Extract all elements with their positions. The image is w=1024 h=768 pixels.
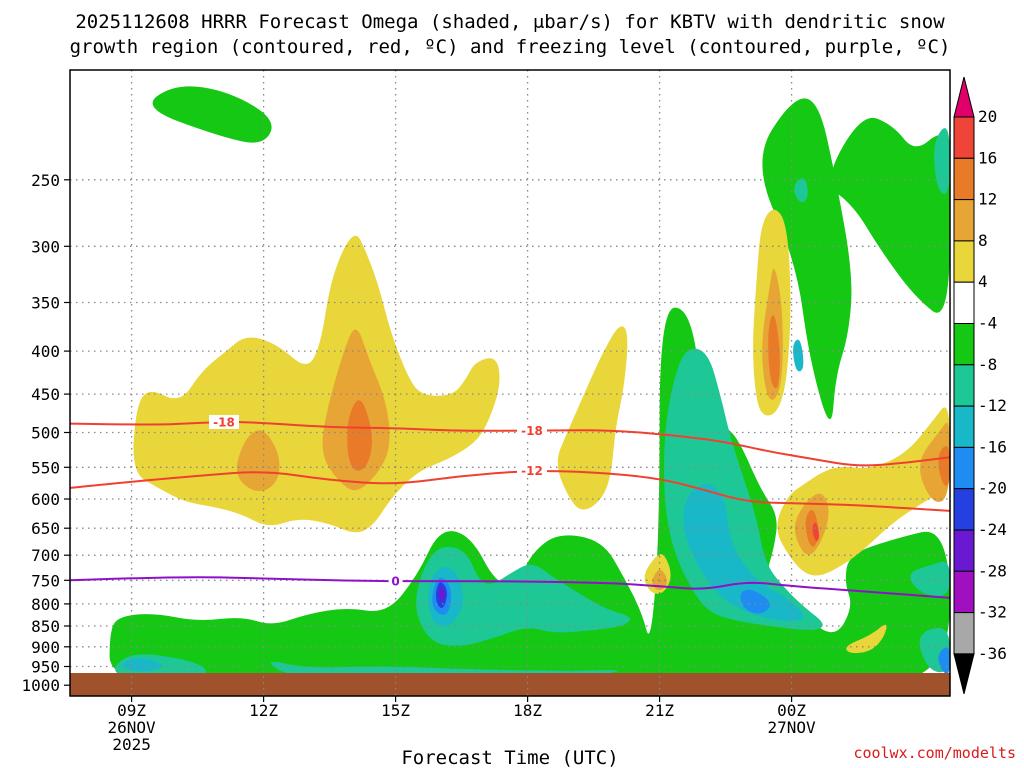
xtick-label-15Z-0: 15Z [381, 701, 410, 720]
colorbar-label-9: -20 [978, 479, 1007, 498]
contour-dgz-minus12 [69, 470, 951, 512]
contour-label-bg-dgz-minus18-0 [209, 415, 239, 429]
colorbar-bin-12-to-16 [953, 157, 975, 201]
colorbar-label-4: 4 [978, 272, 988, 291]
colorbar-bin--36-to--32 [953, 612, 975, 655]
xtick-label-09Z-1: 26NOV [108, 718, 157, 737]
colorbar-label-11: -28 [978, 561, 1007, 580]
contour-label-dgz-minus12-0: -12 [521, 464, 543, 478]
omega-region-8-29 [236, 430, 280, 492]
plot-frame [69, 69, 951, 697]
omega-region--8-11 [794, 178, 808, 203]
omega-region-4-22 [133, 235, 500, 533]
contours: -18 -18 -12 0 [69, 415, 951, 599]
omega-region--4-3 [152, 86, 272, 143]
ytick-label-600: 600 [31, 490, 60, 509]
ytick-label-900: 900 [31, 638, 60, 657]
ytick-label-750: 750 [31, 571, 60, 590]
colorbar-label-10: -24 [978, 520, 1007, 539]
omega-region-12-35 [768, 315, 780, 389]
colorbar-bin--40-to--36 [953, 653, 975, 695]
omega-region-12-34 [347, 400, 372, 471]
omega-region--16-18 [740, 589, 770, 614]
colorbar-bin-16-to-20 [953, 116, 975, 159]
colorbar-bin--20-to--16 [953, 446, 975, 490]
omega-region--8-5 [416, 546, 630, 646]
omega-region--12-15 [122, 658, 163, 672]
credit-link[interactable]: coolwx.com/modelts [853, 744, 1016, 762]
ytick-label-800: 800 [31, 595, 60, 614]
colorbar-label-8: -16 [978, 437, 1007, 456]
omega-region--8-9 [910, 561, 950, 597]
ytick-label-300: 300 [31, 237, 60, 256]
colorbar-label-6: -8 [978, 355, 997, 374]
colorbar-label-12: -32 [978, 603, 1007, 622]
colorbar-label-1: 16 [978, 148, 997, 167]
contour-label-bg-dgz-minus12-0 [517, 463, 547, 478]
omega-region--16-19 [938, 647, 950, 674]
omega-region-4-23 [557, 326, 628, 510]
colorbar-bin--16-to--12 [953, 405, 975, 448]
xtick-label-00Z-1: 27NOV [768, 718, 817, 737]
omega-region--4-2 [831, 117, 950, 313]
xtick-label-12Z-0: 12Z [249, 701, 278, 720]
xtick-label-00Z-0: 00Z [777, 701, 806, 720]
ytick-label-850: 850 [31, 617, 60, 636]
ytick-label-350: 350 [31, 294, 60, 313]
omega-region-8-33 [652, 569, 667, 590]
colorbar-bin--32-to--28 [953, 570, 975, 614]
omega-region-12-37 [938, 446, 950, 486]
colorbar-bin-4-to-8 [953, 240, 975, 283]
colorbar-label-13: -36 [978, 644, 1007, 663]
ytick-label-500: 500 [31, 424, 60, 443]
contour-label-bg-freezing-level-0 [388, 574, 403, 589]
contour-label-bg-dgz-minus18-1 [517, 423, 547, 438]
omega-region--4-1 [762, 98, 852, 420]
chart-title-line1: 2025112608 HRRR Forecast Omega (shaded, … [75, 11, 945, 33]
ytick-label-650: 650 [31, 519, 60, 538]
colorbar-bin--8-to--4 [953, 323, 975, 366]
colorbar-bin--24-to--20 [953, 488, 975, 531]
gridlines [70, 70, 950, 696]
omega-region--8-10 [934, 128, 950, 195]
colorbar-label-0: 20 [978, 107, 997, 126]
colorbar-label-3: 8 [978, 231, 988, 250]
ytick-label-950: 950 [31, 658, 60, 677]
colorbar-bin-8-to-12 [953, 199, 975, 242]
xtick-label-21Z-0: 21Z [645, 701, 674, 720]
colorbar-bin-20-to-24 [953, 76, 975, 118]
omega-region-16-38 [812, 522, 820, 542]
contour-label-dgz-minus18-1: -18 [521, 424, 543, 438]
x-axis-label: Forecast Time (UTC) [401, 747, 618, 768]
colorbar-bin--12-to--8 [953, 364, 975, 407]
colorbar-label-7: -12 [978, 396, 1007, 415]
omega-region-4-27 [846, 624, 887, 654]
ytick-label-1000: 1000 [21, 676, 60, 695]
ground-surface [70, 673, 950, 696]
ytick-label-450: 450 [31, 385, 60, 404]
ytick-label-400: 400 [31, 342, 60, 361]
y-axis-pressure: 250 300 350 400 450 500 550 600 650 700 750 800 850 9… [21, 171, 70, 695]
contour-label-dgz-minus18-0: -18 [213, 416, 235, 430]
chart-title-line2: growth region (contoured, red, ºC) and f… [70, 36, 951, 58]
omega-region--4-4 [731, 654, 760, 665]
colorbar-label-5: -4 [978, 314, 997, 333]
contour-label-freezing-level-0: 0 [391, 575, 399, 589]
xtick-label-09Z-2: 2025 [112, 735, 151, 754]
xtick-label-09Z-0: 09Z [117, 701, 146, 720]
ytick-label-250: 250 [31, 171, 60, 190]
omega-region--12-16 [793, 339, 804, 372]
omega-region--24-21 [438, 587, 446, 602]
colorbar-bin--4-to-4 [953, 281, 975, 325]
ytick-label-550: 550 [31, 458, 60, 477]
colorbar-bin--28-to--24 [953, 529, 975, 572]
xtick-label-18Z-0: 18Z [513, 701, 542, 720]
contour-freezing-level [69, 576, 951, 599]
colorbar: 20 16 12 8 4 -4 -8 -12 -16 -20 -24 -28 -32 -36 [953, 76, 1007, 695]
colorbar-label-2: 12 [978, 190, 997, 209]
ytick-label-700: 700 [31, 546, 60, 565]
